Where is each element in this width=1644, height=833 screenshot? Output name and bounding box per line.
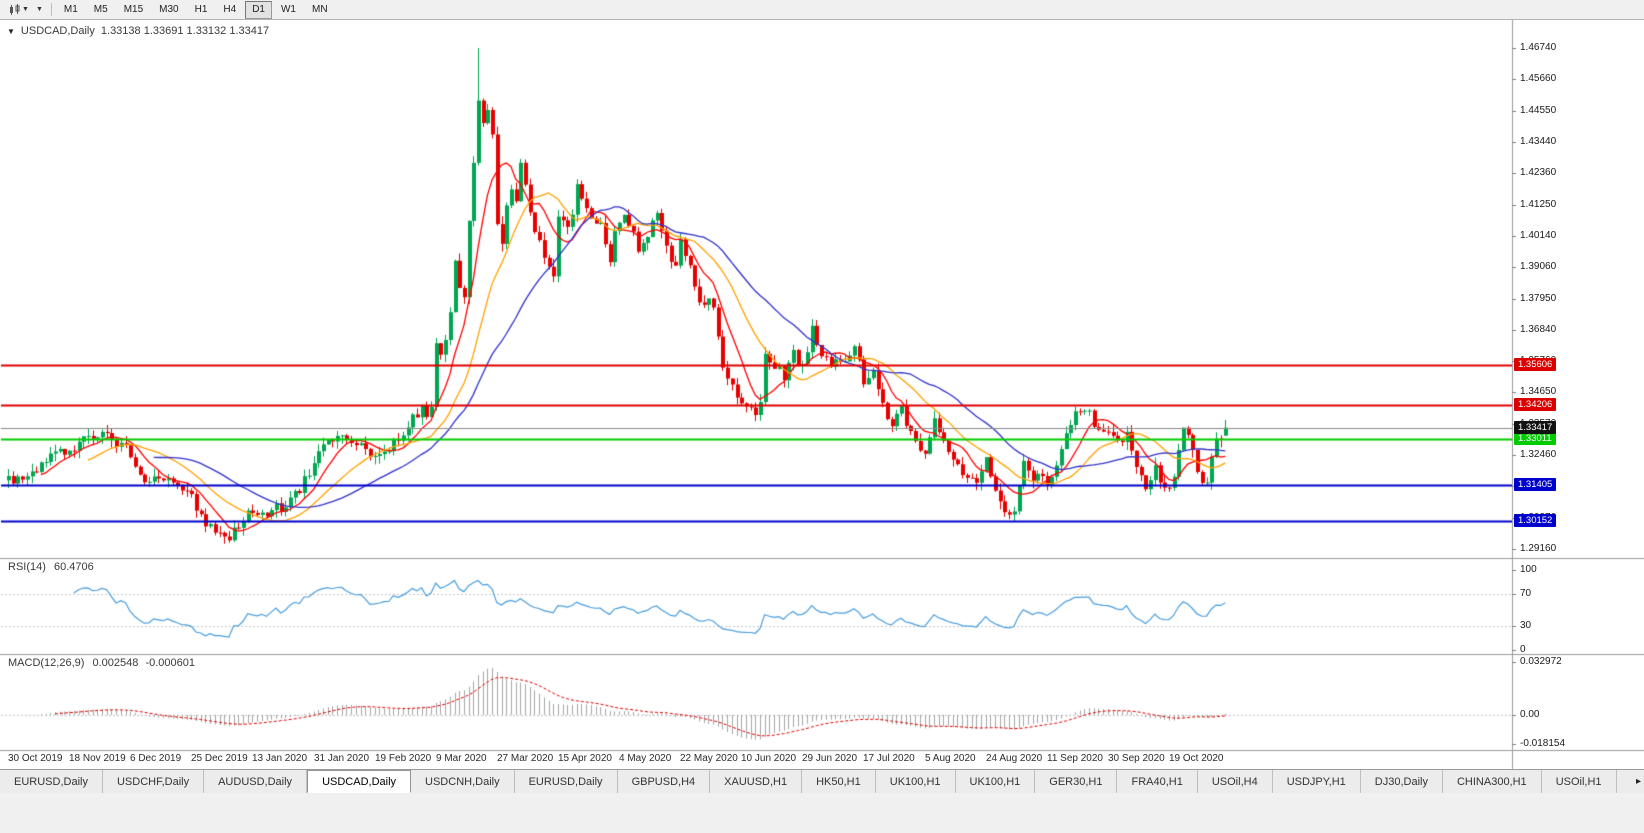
timeframe-button-h1[interactable]: H1	[194, 3, 208, 15]
chart-tab-10-uk100-h1[interactable]: UK100,H1	[956, 770, 1036, 793]
rsi-level-label: 0	[1520, 644, 1526, 655]
date-tick-label: 29 Jun 2020	[802, 753, 858, 764]
chart-title: ▼ USDCAD,Daily 1.33138 1.33691 1.33132 1…	[7, 25, 269, 37]
price-line-badge: 1.30152	[1514, 514, 1557, 527]
price-line-badge: 1.33011	[1514, 432, 1556, 445]
zoom-dropdown-icon[interactable]: ▼	[33, 5, 46, 14]
price-tick-label: 1.41250	[1520, 198, 1557, 210]
date-tick-label: 31 Jan 2020	[314, 753, 370, 764]
date-tick-label: 10 Jun 2020	[741, 753, 797, 764]
date-tick-label: 9 Mar 2020	[436, 753, 487, 764]
date-tick-label: 6 Dec 2019	[130, 753, 182, 764]
date-tick-label: 25 Dec 2019	[191, 753, 248, 764]
chart-tab-3-usdcad-daily[interactable]: USDCAD,Daily	[307, 770, 412, 793]
date-tick-label: 15 Apr 2020	[558, 753, 612, 764]
chart-tab-5-eurusd-daily[interactable]: EURUSD,Daily	[515, 770, 618, 793]
date-tick-label: 19 Feb 2020	[375, 753, 432, 764]
rsi-name: RSI(14)	[8, 561, 46, 573]
chart-tab-1-usdchf-daily[interactable]: USDCHF,Daily	[103, 770, 205, 793]
chevron-down-icon: ▼	[22, 6, 29, 13]
rsi-level-label: 100	[1520, 564, 1537, 575]
timeframe-button-m1[interactable]: M1	[63, 3, 78, 15]
macd-signal-value: -0.000601	[145, 657, 195, 669]
chart-tab-14-usdjpy-h1[interactable]: USDJPY,H1	[1273, 770, 1361, 793]
chart-symbol-period: USDCAD,Daily	[20, 25, 95, 37]
chart-tab-13-usoil-h4[interactable]: USOil,H4	[1198, 770, 1273, 793]
price-tick-label: 1.36840	[1520, 323, 1557, 335]
date-tick-label: 4 May 2020	[619, 753, 672, 764]
date-tick-label: 30 Sep 2020	[1108, 753, 1165, 764]
rsi-value: 60.4706	[53, 561, 94, 573]
chart-tab-12-fra40-h1[interactable]: FRA40,H1	[1117, 770, 1198, 793]
tabs-overflow-arrow[interactable]: ▸	[1635, 776, 1641, 787]
price-tick-label: 1.45660	[1520, 73, 1557, 85]
price-tick-label: 1.43440	[1520, 135, 1557, 147]
chart-tab-17-usoil-h1[interactable]: USOil,H1	[1542, 770, 1617, 793]
date-tick-label: 18 Nov 2019	[69, 753, 126, 764]
macd-level-label: 0.00	[1520, 708, 1540, 720]
price-tick-label: 1.42360	[1520, 167, 1557, 179]
price-tick-label: 1.37950	[1520, 292, 1557, 304]
date-tick-label: 22 May 2020	[680, 753, 738, 764]
chart-tabs-group: EURUSD,Daily USDCHF,Daily AUDUSD,Daily USDC…	[0, 770, 1617, 793]
chart-tab-6-gbpusd-h4[interactable]: GBPUSD,H4	[618, 770, 711, 793]
date-tick-label: 11 Sep 2020	[1047, 753, 1103, 764]
current-price-badge: 1.33417	[1514, 421, 1557, 434]
rsi-indicator-label: RSI(14) 60.4706	[8, 561, 94, 573]
date-tick-label: 27 Mar 2020	[497, 753, 554, 764]
date-tick-label: 19 Oct 2020	[1169, 753, 1224, 764]
timeframe-button-d1[interactable]: D1	[245, 0, 272, 19]
date-tick-label: 17 Jul 2020	[863, 753, 915, 764]
macd-main-value: 0.002548	[92, 657, 139, 669]
timeframe-buttons-group: M1 M5 M15 M30 H1 H4 D1 W1 MN	[57, 0, 335, 19]
price-line-badge: 1.34206	[1514, 398, 1557, 411]
chart-window: ▼ USDCAD,Daily 1.33138 1.33691 1.33132 1…	[0, 20, 1644, 769]
date-tick-label: 5 Aug 2020	[925, 753, 976, 764]
chart-tab-16-china300-h1[interactable]: CHINA300,H1	[1443, 770, 1542, 793]
toolbar-separator	[50, 3, 52, 16]
chart-tab-11-ger30-h1[interactable]: GER30,H1	[1035, 770, 1118, 793]
chart-tab-15-dj30-daily[interactable]: DJ30,Daily	[1361, 770, 1443, 793]
candlestick-glyph	[10, 3, 20, 15]
macd-indicator-label: MACD(12,26,9) 0.002548 -0.000601	[8, 657, 195, 669]
date-tick-label: 30 Oct 2019	[8, 753, 63, 764]
price-chart-canvas[interactable]	[0, 20, 1644, 769]
price-tick-label: 1.39060	[1520, 261, 1557, 273]
chart-tab-4-usdcnh-daily[interactable]: USDCNH,Daily	[411, 770, 515, 793]
price-tick-label: 1.44550	[1520, 104, 1557, 116]
chart-tab-9-uk100-h1[interactable]: UK100,H1	[876, 770, 956, 793]
price-line-badge: 1.31405	[1514, 478, 1557, 491]
macd-level-label: -0.018154	[1520, 738, 1566, 749]
macd-level-label: 0.032972	[1520, 656, 1562, 667]
timeframe-toolbar: ▼ ▼ M1 M5 M15 M30 H1 H4 D1 W1 MN	[0, 0, 1644, 20]
chevron-down-icon: ▼	[35, 6, 43, 13]
window-footer-filler	[0, 793, 1644, 832]
timeframe-button-h4[interactable]: H4	[223, 3, 237, 15]
rsi-level-label: 30	[1520, 620, 1532, 631]
timeframe-button-mn[interactable]: MN	[311, 3, 328, 15]
chart-type-icon[interactable]: ▼	[5, 3, 32, 17]
chart-tabbar: EURUSD,Daily USDCHF,Daily AUDUSD,Daily USDC…	[0, 769, 1644, 793]
macd-name: MACD(12,26,9)	[8, 657, 85, 669]
timeframe-button-m5[interactable]: M5	[93, 3, 108, 15]
chart-tab-0-eurusd-daily[interactable]: EURUSD,Daily	[0, 770, 103, 793]
timeframe-button-w1[interactable]: W1	[280, 3, 296, 15]
timeframe-button-m15[interactable]: M15	[123, 3, 144, 15]
chart-tab-7-xauusd-h1[interactable]: XAUUSD,H1	[710, 770, 803, 793]
price-line-badge: 1.35606	[1514, 358, 1557, 371]
date-tick-label: 13 Jan 2020	[252, 753, 308, 764]
price-tick-label: 1.29160	[1520, 543, 1557, 554]
date-tick-label: 24 Aug 2020	[986, 753, 1043, 764]
collapse-chart-toggle[interactable]: ▼	[7, 26, 15, 36]
chart-tab-8-hk50-h1[interactable]: HK50,H1	[802, 770, 876, 793]
price-tick-label: 1.46740	[1520, 42, 1557, 53]
price-tick-label: 1.32460	[1520, 449, 1557, 461]
price-tick-label: 1.34650	[1520, 386, 1557, 398]
chart-tab-2-audusd-daily[interactable]: AUDUSD,Daily	[204, 770, 308, 793]
rsi-level-label: 70	[1520, 588, 1532, 599]
chart-ohlc-values: 1.33138 1.33691 1.33132 1.33417	[100, 25, 270, 37]
price-tick-label: 1.40140	[1520, 229, 1557, 241]
timeframe-button-m30[interactable]: M30	[159, 3, 179, 15]
